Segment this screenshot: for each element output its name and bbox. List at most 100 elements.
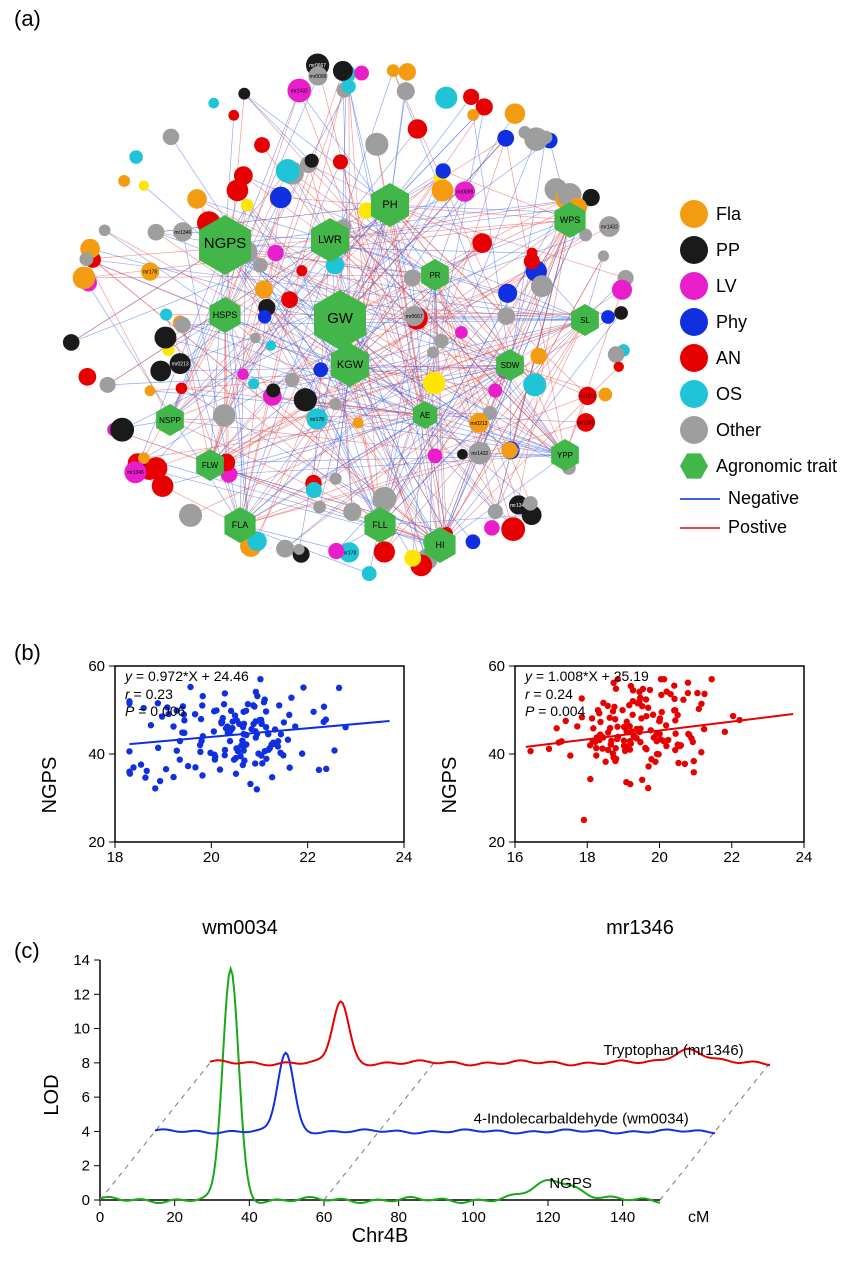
network-node	[387, 64, 400, 77]
scatter-point	[253, 689, 259, 695]
scatter-point	[299, 750, 305, 756]
svg-text:6: 6	[82, 1089, 90, 1106]
legend-swatch	[680, 272, 708, 300]
scatter-point	[691, 769, 697, 775]
scatter-point	[665, 737, 671, 743]
scatter-point	[661, 676, 667, 682]
scatter-point	[179, 729, 185, 735]
network-node	[365, 133, 388, 156]
network-node	[148, 224, 165, 241]
network-node	[333, 61, 353, 81]
scatter-point	[281, 719, 287, 725]
lod-trace-label: 4-Indolecarbaldehyde (wm0034)	[474, 1110, 689, 1127]
scatter-point	[634, 726, 640, 732]
network-node	[63, 334, 80, 351]
trait-label: FLL	[372, 520, 388, 530]
trait-label: KGW	[337, 359, 364, 371]
network-node	[404, 550, 421, 567]
network-node	[497, 130, 514, 147]
network-node	[145, 385, 156, 396]
scatter-point	[691, 758, 697, 764]
network-node	[524, 253, 540, 269]
svg-text:4: 4	[82, 1123, 90, 1140]
scatter-point	[602, 759, 608, 765]
scatter-point	[690, 739, 696, 745]
scatter-point	[259, 760, 265, 766]
network-node	[399, 63, 416, 80]
scatter-point	[610, 750, 616, 756]
scatter-point	[680, 697, 686, 703]
scatter-right-xlabel: mr1346	[606, 917, 674, 940]
scatter-left-xlabel: wm0034	[202, 917, 278, 940]
scatter-point	[674, 712, 680, 718]
network-node	[601, 310, 615, 324]
legend-row-edgeneg: Negative	[680, 488, 837, 509]
svg-text:mr178: mr178	[310, 417, 324, 423]
legend-label: Agronomic trait	[716, 456, 837, 477]
scatter-point	[730, 713, 736, 719]
network-node	[457, 449, 468, 460]
scatter-point	[686, 731, 692, 737]
svg-text:20: 20	[88, 834, 105, 851]
trait-label: LWR	[318, 234, 342, 246]
network-node	[333, 154, 348, 169]
svg-text:22: 22	[723, 849, 740, 866]
scatter-point	[258, 717, 264, 723]
scatter-point	[612, 758, 618, 764]
network-node	[270, 187, 292, 209]
network-node	[608, 346, 625, 363]
network-node	[150, 361, 171, 382]
svg-text:18: 18	[107, 849, 124, 866]
network-node	[467, 109, 479, 121]
network-node	[267, 245, 284, 262]
panel-c-lod: 02468101214LOD020406080100120140cMChr4BN…	[40, 950, 820, 1240]
scatter-point	[608, 738, 614, 744]
network-node	[78, 368, 96, 386]
network-node	[258, 310, 272, 324]
scatter-point	[247, 781, 253, 787]
network-node	[488, 504, 503, 519]
svg-text:40: 40	[88, 746, 105, 763]
network-node	[118, 175, 130, 187]
scatter-point	[252, 760, 258, 766]
scatter-point	[155, 745, 161, 751]
scatter-point	[639, 777, 645, 783]
svg-text:12: 12	[73, 986, 90, 1003]
network-node	[435, 163, 450, 178]
network-node	[254, 137, 270, 153]
panel-a-network: mr1511mr1201mr0882mr0213mr1346mr1432mr17…	[30, 20, 670, 620]
svg-text:mr1346: mr1346	[174, 230, 191, 236]
scatter-point	[664, 688, 670, 694]
network-node	[234, 166, 253, 185]
network-node	[174, 317, 190, 333]
network-node	[342, 80, 356, 94]
network-node	[129, 150, 143, 164]
lod-xunit: cM	[688, 1209, 709, 1226]
network-node	[354, 66, 369, 81]
scatter-point	[553, 725, 559, 731]
svg-text:mr1432: mr1432	[471, 451, 488, 457]
scatter-point	[682, 761, 688, 767]
network-node	[73, 267, 96, 290]
network-node	[228, 110, 239, 121]
scatter-point	[675, 760, 681, 766]
network-node	[253, 258, 268, 273]
trait-label: FLW	[202, 461, 219, 470]
scatter-point	[625, 743, 631, 749]
scatter-point	[316, 767, 322, 773]
svg-text:8: 8	[82, 1055, 90, 1072]
network-node	[373, 487, 397, 511]
network-node	[497, 307, 515, 325]
scatter-point	[694, 690, 700, 696]
scatter-point	[217, 766, 223, 772]
lod-trace-label: NGPS	[549, 1175, 592, 1192]
legend-swatch	[680, 452, 708, 480]
network-node	[187, 189, 207, 209]
trait-label: PR	[429, 271, 440, 280]
lod-xlabel: Chr4B	[352, 1225, 409, 1247]
scatter-point	[144, 768, 150, 774]
network-node	[435, 87, 457, 109]
scatter-left: 18202224204060 NGPS wm0034 y y = 0.972*X…	[70, 660, 410, 910]
network-node	[139, 180, 149, 190]
svg-text:mr178: mr178	[143, 270, 157, 276]
